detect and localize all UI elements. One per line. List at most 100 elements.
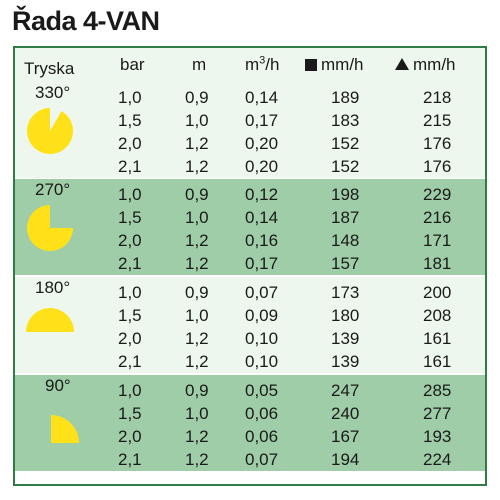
cell-m: 1,0 — [185, 111, 209, 130]
cell-m: 1,0 — [185, 208, 209, 227]
cell-flow: 0,10 — [245, 352, 279, 371]
cell-m: 1,2 — [185, 134, 209, 153]
cell-square-mmh: 247 — [331, 381, 360, 400]
cell-bar: 1,0 — [118, 88, 142, 107]
header-flow: m3/h — [245, 54, 280, 74]
cell-square-mmh: 139 — [331, 352, 360, 371]
header-bar: bar — [120, 55, 145, 74]
cell-square-mmh: 187 — [331, 208, 360, 227]
cell-square-mmh: 180 — [331, 306, 360, 325]
nozzle-group: 180° 1,0 0,9 0,07 173 200 1,5 1,0 0,09 180 208 2,0 1… — [15, 277, 485, 373]
cell-m: 0,9 — [185, 381, 209, 400]
cell-bar: 1,0 — [118, 381, 142, 400]
cell-triangle-mmh: 218 — [423, 88, 452, 107]
page-title: Řada 4-VAN — [12, 6, 160, 36]
nozzle-group: 330° 1,0 0,9 0,14 189 218 1,5 1,0 0,17 183 215 2,0 1… — [15, 82, 485, 178]
cell-triangle-mmh: 171 — [423, 231, 452, 250]
cell-square-mmh: 183 — [331, 111, 360, 130]
cell-bar: 1,5 — [118, 404, 142, 423]
cell-flow: 0,12 — [245, 185, 279, 204]
cell-m: 1,2 — [185, 254, 209, 273]
cell-square-mmh: 148 — [331, 231, 360, 250]
cell-bar: 1,0 — [118, 185, 142, 204]
cell-bar: 2,1 — [118, 352, 142, 371]
cell-m: 1,2 — [185, 352, 209, 371]
cell-square-mmh: 198 — [331, 185, 360, 204]
nozzle-330-icon — [27, 108, 73, 154]
nozzle-90-icon — [51, 415, 79, 443]
cell-square-mmh: 167 — [331, 427, 360, 446]
cell-triangle-mmh: 216 — [423, 208, 452, 227]
cell-bar: 2,1 — [118, 450, 142, 469]
cell-m: 0,9 — [185, 283, 209, 302]
cell-square-mmh: 157 — [331, 254, 360, 273]
cell-triangle-mmh: 181 — [423, 254, 452, 273]
cell-bar: 2,0 — [118, 134, 142, 153]
cell-triangle-mmh: 229 — [423, 185, 452, 204]
cell-bar: 2,0 — [118, 427, 142, 446]
cell-m: 1,2 — [185, 157, 209, 176]
cell-bar: 2,0 — [118, 329, 142, 348]
cell-square-mmh: 152 — [331, 157, 360, 176]
cell-bar: 1,5 — [118, 208, 142, 227]
cell-triangle-mmh: 176 — [423, 134, 452, 153]
cell-m: 1,2 — [185, 231, 209, 250]
cell-flow: 0,20 — [245, 157, 279, 176]
cell-triangle-mmh: 285 — [423, 381, 452, 400]
cell-square-mmh: 240 — [331, 404, 360, 423]
cell-triangle-mmh: 161 — [423, 352, 452, 371]
header-triangle-mmh: mm/h — [395, 54, 456, 76]
cell-flow: 0,16 — [245, 231, 279, 250]
cell-flow: 0,07 — [245, 450, 279, 469]
cell-flow: 0,14 — [245, 208, 279, 227]
cell-square-mmh: 173 — [331, 283, 360, 302]
cell-bar: 2,0 — [118, 231, 142, 250]
cell-m: 1,2 — [185, 450, 209, 469]
cell-triangle-mmh: 193 — [423, 427, 452, 446]
cell-bar: 1,5 — [118, 111, 142, 130]
header-m: m — [192, 55, 207, 74]
nozzle-180-icon — [26, 308, 74, 332]
cell-flow: 0,20 — [245, 134, 279, 153]
cell-square-mmh: 152 — [331, 134, 360, 153]
nozzle-angle: 180° — [35, 278, 71, 297]
cell-bar: 2,1 — [118, 254, 142, 273]
nozzle-group: 90° 1,0 0,9 0,05 247 285 1,5 1,0 0,06 240 277 2,0 1,… — [15, 375, 485, 471]
cell-flow: 0,05 — [245, 381, 279, 400]
cell-flow: 0,06 — [245, 404, 279, 423]
cell-triangle-mmh: 208 — [423, 306, 452, 325]
table-header: Tryska bar m m3/h mm/h mm/h — [15, 48, 485, 82]
cell-flow: 0,14 — [245, 88, 279, 107]
cell-m: 1,2 — [185, 329, 209, 348]
cell-m: 0,9 — [185, 185, 209, 204]
cell-flow: 0,17 — [245, 111, 279, 130]
cell-triangle-mmh: 277 — [423, 404, 452, 423]
nozzle-angle: 270° — [35, 180, 71, 199]
cell-m: 0,9 — [185, 88, 209, 107]
cell-bar: 1,5 — [118, 306, 142, 325]
cell-bar: 2,1 — [118, 157, 142, 176]
header-tryska: Tryska — [24, 59, 75, 78]
triangle-icon — [395, 58, 409, 70]
cell-flow: 0,06 — [245, 427, 279, 446]
cell-m: 1,0 — [185, 404, 209, 423]
cell-flow: 0,09 — [245, 306, 279, 325]
cell-m: 1,2 — [185, 427, 209, 446]
cell-flow: 0,10 — [245, 329, 279, 348]
cell-triangle-mmh: 176 — [423, 157, 452, 176]
cell-triangle-mmh: 224 — [423, 450, 452, 469]
nozzle-table: Tryska bar m m3/h mm/h mm/h 330° 1,0 0,9 0,… — [13, 46, 487, 486]
cell-flow: 0,17 — [245, 254, 279, 273]
header-square-mmh: mm/h — [305, 54, 364, 76]
square-icon — [305, 59, 317, 71]
cell-triangle-mmh: 161 — [423, 329, 452, 348]
cell-square-mmh: 194 — [331, 450, 360, 469]
cell-flow: 0,07 — [245, 283, 279, 302]
nozzle-group: 270° 1,0 0,9 0,12 198 229 1,5 1,0 0,14 187 216 2,0 1… — [15, 179, 485, 275]
nozzle-angle: 330° — [35, 83, 71, 102]
cell-bar: 1,0 — [118, 283, 142, 302]
cell-square-mmh: 189 — [331, 88, 360, 107]
nozzle-270-icon — [27, 205, 73, 251]
cell-m: 1,0 — [185, 306, 209, 325]
cell-triangle-mmh: 215 — [423, 111, 452, 130]
